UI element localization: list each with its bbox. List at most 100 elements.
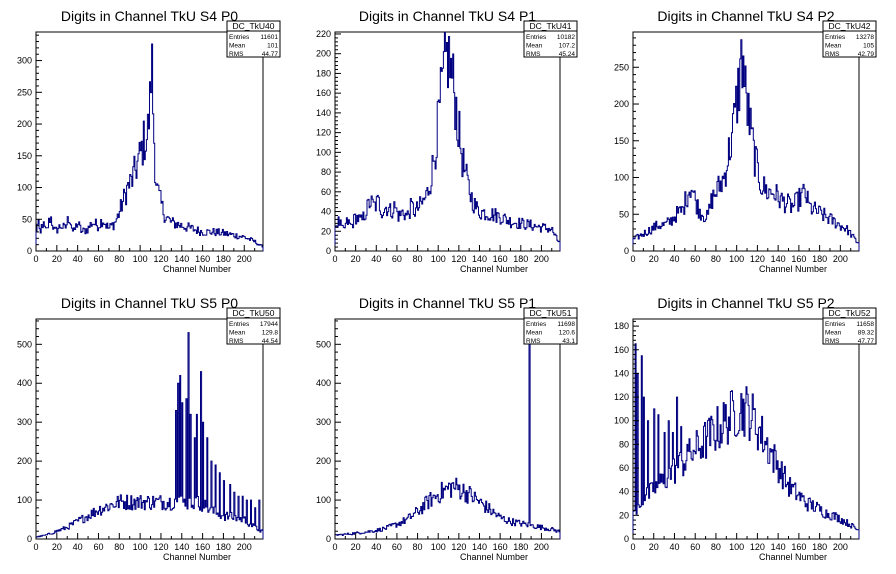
y-tick-label: 140	[614, 368, 629, 378]
y-tick-label: 400	[316, 378, 331, 388]
plot-frame	[35, 318, 264, 540]
histogram-series	[334, 336, 561, 539]
y-tick-label: 0	[624, 534, 629, 544]
y-tick-label: 200	[17, 456, 32, 466]
x-tick-label: 80	[114, 254, 124, 264]
x-tick-label: 40	[73, 254, 83, 264]
x-tick-label: 100	[133, 542, 148, 552]
y-tick-label: 400	[17, 378, 32, 388]
stats-value-entries: 11658	[856, 321, 874, 328]
y-tick-label: 20	[321, 226, 331, 236]
stats-value-entries: 13278	[856, 34, 874, 41]
y-tick-label: 0	[326, 246, 331, 256]
stats-box-frame	[226, 307, 281, 345]
histogram-series	[35, 332, 264, 539]
plot-frame	[632, 31, 860, 252]
stats-value-entries: 17944	[260, 321, 278, 328]
x-tick-label: 20	[52, 542, 62, 552]
stats-label-mean: Mean	[526, 330, 543, 337]
x-tick-label: 40	[669, 254, 679, 264]
y-tick-label: 200	[316, 456, 331, 466]
x-tick-label: 140	[174, 542, 189, 552]
stats-box-frame	[822, 20, 877, 58]
stats-label-entries: Entries	[825, 321, 846, 328]
stats-value-mean: 107.2	[559, 43, 576, 50]
y-tick-label: 40	[619, 487, 629, 497]
y-tick-label: 100	[614, 416, 629, 426]
x-tick-label: 120	[153, 254, 168, 264]
stats-value-mean: 89.32	[858, 330, 875, 337]
stats-value-mean: 105	[863, 43, 874, 50]
y-tick-label: 80	[619, 439, 629, 449]
x-tick-label: 100	[133, 254, 148, 264]
x-tick-label: 160	[791, 542, 806, 552]
stats-label-mean: Mean	[229, 330, 246, 337]
x-tick-label: 120	[750, 254, 765, 264]
chart-title: Digits in Channel TkU S5 P0	[61, 295, 238, 311]
x-tick-label: 180	[513, 254, 528, 264]
stats-name: DC_TkU52	[828, 308, 870, 318]
stats-label-entries: Entries	[229, 34, 250, 41]
y-tick-label: 50	[619, 209, 629, 219]
y-tick-label: 0	[27, 534, 32, 544]
x-tick-label: 20	[649, 254, 659, 264]
stats-label-entries: Entries	[229, 321, 250, 328]
chart-title: Digits in Channel TkU S4 P2	[657, 8, 834, 24]
stats-label-mean: Mean	[825, 43, 842, 50]
stats-box-frame	[523, 20, 578, 58]
x-tick-label: 140	[771, 254, 786, 264]
x-tick-label: 60	[392, 254, 402, 264]
y-tick-label: 100	[316, 495, 331, 505]
x-tick-label: 80	[114, 542, 124, 552]
x-tick-label: 80	[413, 254, 423, 264]
x-tick-label: 200	[833, 542, 848, 552]
chart-title: Digits in Channel TkU S5 P1	[359, 295, 536, 311]
y-tick-label: 200	[17, 119, 32, 129]
y-tick-label: 160	[316, 88, 331, 98]
stats-label-entries: Entries	[526, 321, 547, 328]
y-tick-label: 500	[316, 339, 331, 349]
y-tick-label: 0	[624, 246, 629, 256]
stats-box: DC_TkU51 Entries 11698 Mean 120.6 RMS 43.1	[523, 307, 578, 345]
stats-value-rms: 44.77	[262, 51, 279, 58]
y-tick-label: 0	[27, 246, 32, 256]
y-tick-label: 60	[619, 463, 629, 473]
y-tick-label: 100	[614, 173, 629, 183]
stats-box-frame	[822, 307, 877, 345]
y-tick-label: 100	[17, 183, 32, 193]
plot-frame	[632, 318, 860, 540]
stats-box: DC_TkU41 Entries 10182 Mean 107.2 RMS 45.24	[523, 20, 578, 58]
stats-value-rms: 43.1	[562, 338, 575, 345]
chart-title: Digits in Channel TkU S5 P2	[657, 295, 834, 311]
y-tick-label: 0	[326, 534, 331, 544]
stats-label-entries: Entries	[825, 34, 846, 41]
y-tick-label: 50	[22, 214, 32, 224]
x-tick-label: 140	[174, 254, 189, 264]
x-tick-label: 200	[237, 542, 252, 552]
x-tick-label: 0	[33, 254, 38, 264]
x-tick-label: 120	[153, 542, 168, 552]
x-tick-label: 160	[195, 542, 210, 552]
y-tick-label: 200	[316, 49, 331, 59]
stats-box: DC_TkU52 Entries 11658 Mean 89.32 RMS 47.77	[822, 307, 877, 345]
x-tick-label: 40	[73, 542, 83, 552]
y-tick-label: 150	[17, 151, 32, 161]
x-tick-label: 60	[93, 542, 103, 552]
stats-name: DC_TkU40	[232, 21, 274, 31]
plot-frame	[35, 31, 264, 252]
stats-value-mean: 101	[267, 43, 278, 50]
y-tick-label: 150	[614, 136, 629, 146]
stats-label-rms: RMS	[526, 338, 541, 345]
x-tick-label: 120	[451, 254, 466, 264]
histogram-panel-1: Digits in Channel TkU S4 P1 0 20 40 60 80 100 1…	[316, 8, 578, 274]
y-tick-label: 80	[321, 167, 331, 177]
stats-value-rms: 44.54	[262, 338, 279, 345]
stats-box: DC_TkU40 Entries 11601 Mean 101 RMS 44.77	[226, 20, 281, 58]
stats-label-mean: Mean	[825, 330, 842, 337]
chart-title: Digits in Channel TkU S4 P1	[359, 8, 536, 24]
x-tick-label: 140	[771, 542, 786, 552]
x-tick-label: 80	[711, 254, 721, 264]
y-tick-label: 120	[614, 392, 629, 402]
stats-value-entries: 11601	[260, 34, 278, 41]
